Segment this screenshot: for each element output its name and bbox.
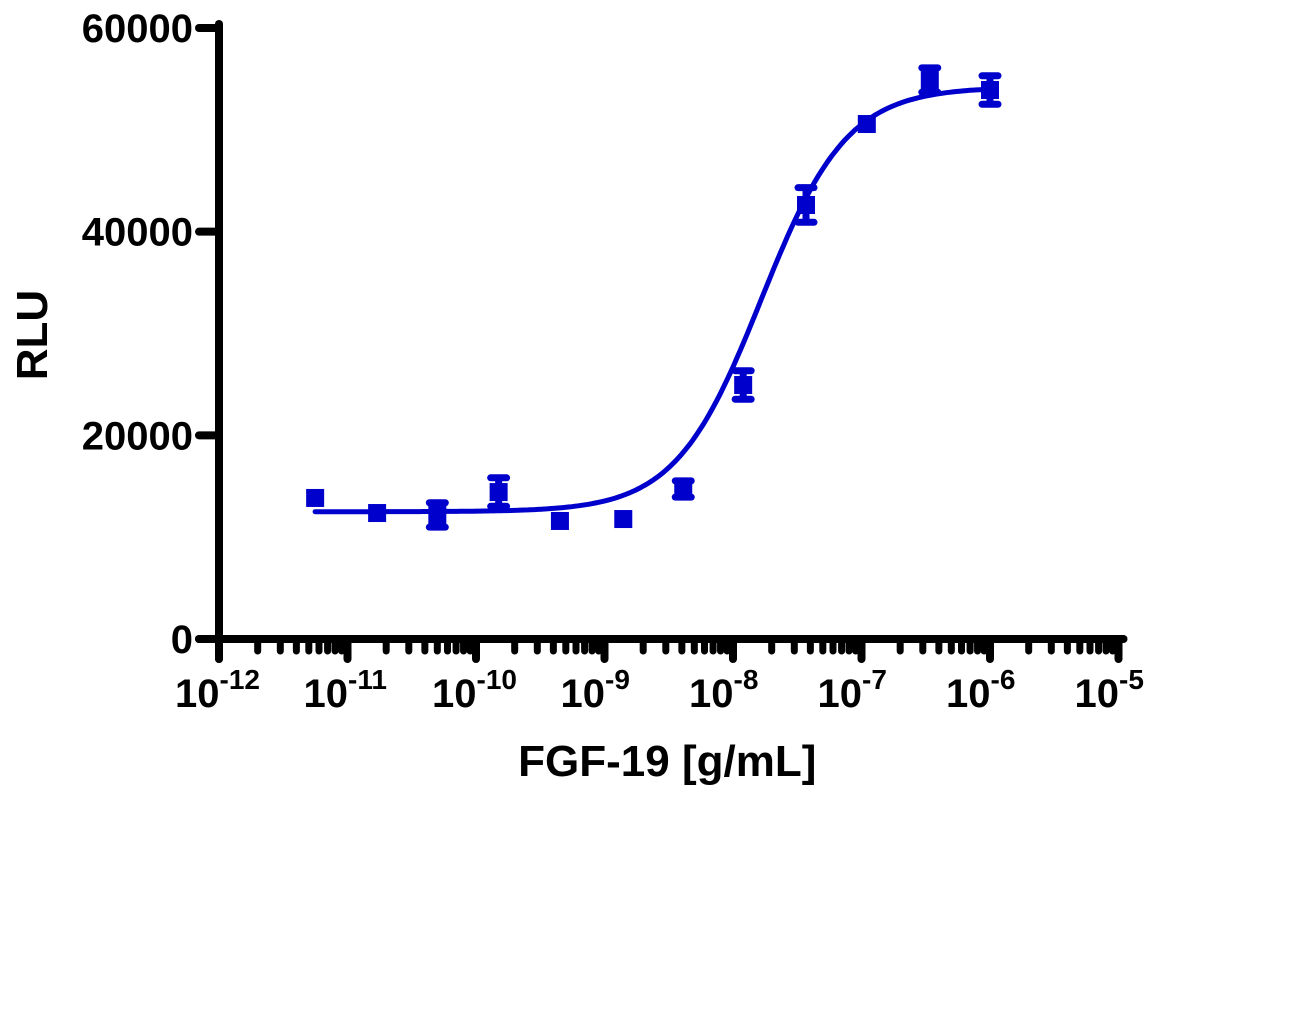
data-point-square bbox=[428, 505, 447, 524]
fit-curve-path bbox=[312, 86, 993, 515]
data-point-square bbox=[981, 81, 999, 100]
y-axis-title: RLU bbox=[8, 290, 57, 380]
x-tick-label: 10-12 bbox=[175, 664, 260, 716]
x-tick-label: 10-11 bbox=[304, 664, 387, 716]
y-tick-label: 40000 bbox=[82, 211, 193, 255]
x-tick-label: 10-9 bbox=[561, 664, 630, 716]
data-point-square bbox=[920, 71, 939, 90]
x-tick-label: 10-6 bbox=[946, 664, 1015, 716]
x-tick-label: 10-10 bbox=[432, 664, 517, 716]
data-point-square bbox=[797, 195, 816, 214]
data-points bbox=[306, 64, 1002, 531]
data-point-square bbox=[368, 504, 387, 523]
x-tick-label: 10-7 bbox=[818, 664, 887, 716]
data-point-square bbox=[489, 483, 508, 502]
x-tick-label: 10-5 bbox=[1075, 664, 1144, 716]
y-tick-label: 20000 bbox=[82, 414, 193, 458]
data-point-square bbox=[306, 488, 325, 507]
data-point-square bbox=[857, 115, 876, 134]
y-tick-label: 60000 bbox=[82, 7, 193, 51]
data-point-square bbox=[734, 376, 753, 395]
y-tick-label: 0 bbox=[171, 618, 193, 662]
data-point-square bbox=[614, 510, 633, 529]
axes bbox=[195, 20, 1128, 663]
axis-labels: 0 20000 40000 60000 10-12 10-11 10-10 10-9 10-8 1… bbox=[8, 7, 1144, 786]
x-axis-title: FGF-19 [g/mL] bbox=[518, 737, 816, 786]
data-point-square bbox=[550, 511, 569, 530]
data-point-square bbox=[674, 479, 693, 498]
x-tick-label: 10-8 bbox=[689, 664, 758, 716]
fit-curve bbox=[312, 86, 993, 515]
